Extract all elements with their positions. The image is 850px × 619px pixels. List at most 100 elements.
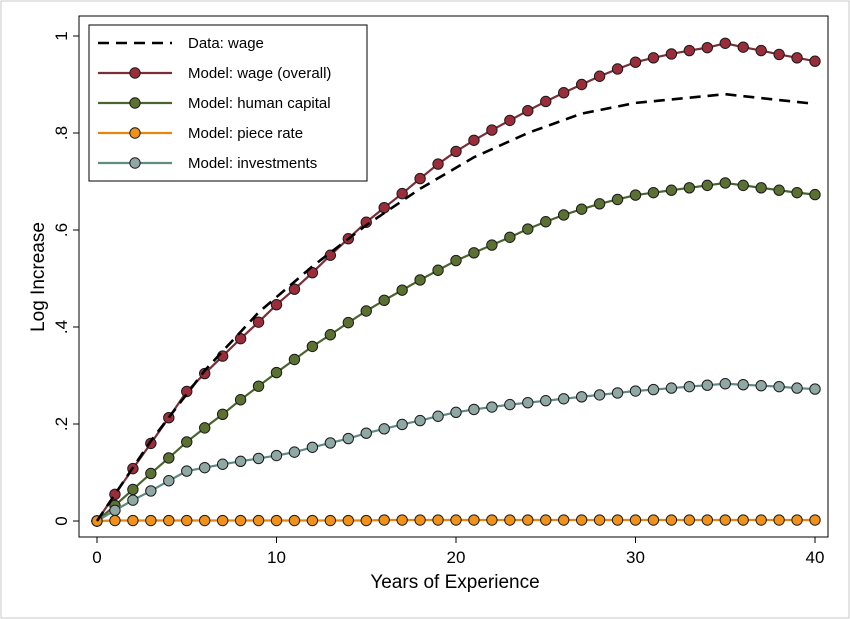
legend-label: Data: wage xyxy=(188,35,264,52)
x-axis: 0 10 20 30 40 xyxy=(92,537,824,567)
data-point xyxy=(450,406,462,419)
data-point xyxy=(127,483,139,496)
data-point xyxy=(486,514,498,526)
data-point xyxy=(665,184,678,196)
data-point xyxy=(773,380,785,393)
data-point xyxy=(773,514,785,526)
data-point xyxy=(809,188,821,201)
data-point xyxy=(306,340,319,353)
data-point xyxy=(378,514,390,526)
series-model-piece-rate xyxy=(91,514,821,527)
y-axis: 0 .2 .4 .6 .8 1 xyxy=(52,31,79,526)
data-point xyxy=(396,514,408,526)
data-point xyxy=(216,408,229,420)
data-point xyxy=(378,294,390,307)
data-point xyxy=(809,55,821,67)
data-point xyxy=(468,134,480,146)
data-point xyxy=(486,124,498,136)
data-point xyxy=(504,114,516,127)
data-point xyxy=(629,385,642,397)
data-point xyxy=(270,449,283,462)
data-point xyxy=(127,514,139,527)
data-point xyxy=(486,401,498,413)
legend-marker xyxy=(129,157,141,169)
series-model-investments xyxy=(91,378,821,527)
legend-item-model-investments: Model: investments xyxy=(98,155,317,172)
data-point xyxy=(593,514,606,526)
legend: Data: wage Model: wage (overall) Model: hu… xyxy=(88,24,368,182)
data-point xyxy=(504,514,516,526)
data-point xyxy=(306,441,319,453)
series-line-data-wage xyxy=(95,92,816,522)
data-point xyxy=(127,494,139,506)
data-point xyxy=(252,316,265,328)
data-point xyxy=(288,514,301,527)
data-point xyxy=(719,37,731,49)
data-point xyxy=(360,305,372,317)
data-point xyxy=(665,48,678,60)
data-point xyxy=(773,48,785,61)
data-point xyxy=(378,423,390,435)
legend-item-model-piece-rate: Model: piece rate xyxy=(98,125,303,142)
data-point xyxy=(216,458,229,470)
data-point xyxy=(396,187,408,200)
data-point xyxy=(414,274,426,286)
data-point xyxy=(683,380,696,393)
data-point xyxy=(791,186,803,199)
data-point xyxy=(629,56,642,68)
data-point xyxy=(181,436,193,448)
series-data-wage xyxy=(95,92,816,522)
data-point xyxy=(414,172,426,185)
data-point xyxy=(360,427,372,439)
data-point xyxy=(324,437,337,449)
data-point xyxy=(216,514,229,527)
legend-label: Model: investments xyxy=(188,155,317,172)
data-point xyxy=(252,452,265,465)
series-layer xyxy=(91,37,821,527)
data-point xyxy=(414,514,426,526)
data-point xyxy=(468,514,480,526)
data-point xyxy=(701,514,713,526)
data-point xyxy=(575,78,588,91)
data-point xyxy=(737,379,749,391)
data-point xyxy=(755,182,767,194)
legend-marker xyxy=(129,127,141,139)
data-point xyxy=(629,514,642,526)
data-point xyxy=(270,298,283,311)
x-tick-label: 30 xyxy=(626,548,645,567)
legend-label: Model: wage (overall) xyxy=(188,65,331,82)
data-point xyxy=(575,391,588,403)
data-point xyxy=(234,332,247,345)
data-point xyxy=(234,394,247,406)
data-point xyxy=(234,455,247,468)
data-point xyxy=(647,514,660,526)
data-point xyxy=(288,353,301,366)
data-point xyxy=(145,467,157,480)
y-tick-label: .8 xyxy=(52,126,71,140)
data-point xyxy=(342,316,354,329)
data-point xyxy=(432,514,444,526)
series-model-wage-overall xyxy=(91,37,821,527)
data-point xyxy=(540,216,552,228)
data-point xyxy=(558,393,570,405)
data-point xyxy=(647,186,660,199)
x-axis-title: Years of Experience xyxy=(370,572,539,593)
data-point xyxy=(270,366,283,379)
data-point xyxy=(288,446,301,458)
data-point xyxy=(791,514,803,526)
legend-item-data-wage: Data: wage xyxy=(98,35,264,52)
data-point xyxy=(611,387,624,399)
data-point xyxy=(558,87,570,99)
data-point xyxy=(234,514,247,527)
data-point xyxy=(593,70,606,82)
x-tick-label: 0 xyxy=(92,548,101,567)
data-point xyxy=(719,378,731,390)
y-tick-label: .6 xyxy=(52,223,71,237)
y-tick-label: 1 xyxy=(52,31,71,40)
data-point xyxy=(522,223,534,235)
data-point xyxy=(450,145,462,158)
data-point xyxy=(593,198,606,210)
data-point xyxy=(342,514,354,527)
y-tick-label: .2 xyxy=(52,417,71,431)
data-point xyxy=(737,514,749,526)
